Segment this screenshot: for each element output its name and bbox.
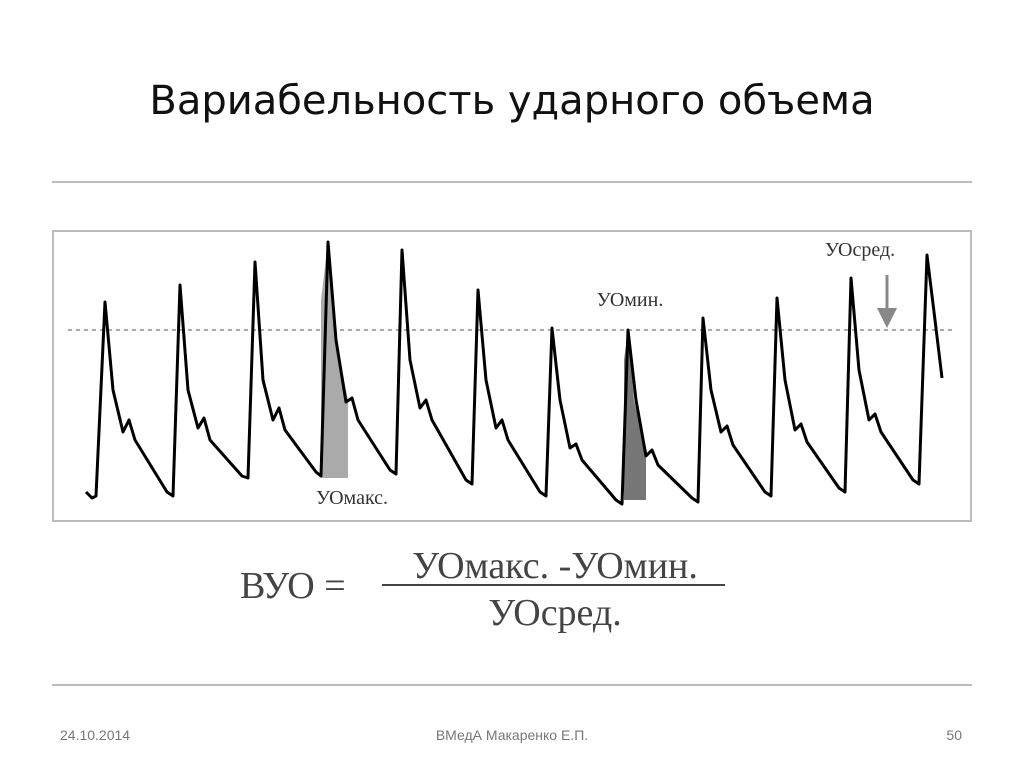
title: Вариабельность ударного объема [149,78,874,124]
max-area [321,242,348,478]
max-label: УОмакс. [316,487,388,509]
formula-lhs: ВУО = [240,565,346,607]
footer-author: ВМедА Макаренко Е.П. [436,727,588,743]
footer-page: 50 [946,727,962,743]
formula-denominator: УОсред. [488,592,622,634]
mean-label: УОсред. [825,239,895,261]
mean-arrow-head [877,308,897,328]
figure-frame [52,230,972,522]
min-area [624,330,646,500]
min-label: УОмин. [597,289,664,311]
formula-numerator: УОмакс. -УОмин. [412,545,698,587]
footer-date: 24.10.2014 [60,727,130,743]
waveform [84,240,944,506]
